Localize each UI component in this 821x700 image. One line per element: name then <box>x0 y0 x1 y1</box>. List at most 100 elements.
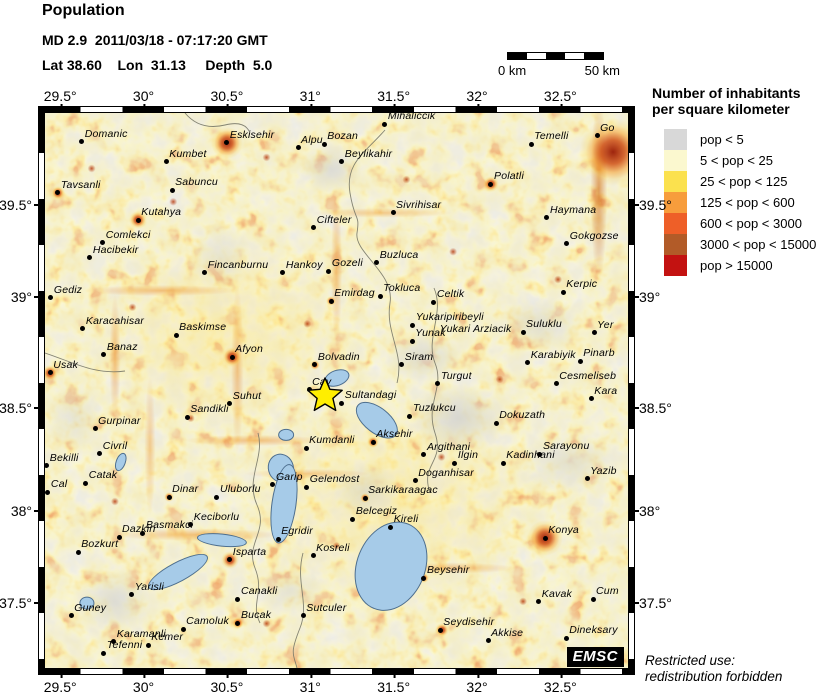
city-label: Gozeli <box>331 257 363 270</box>
city-dot-icon <box>202 270 208 276</box>
latitude-axis-left: 39.5° 39° 38.5° 38° 37.5° <box>0 113 40 668</box>
city-dot-icon <box>390 210 396 216</box>
city-dot-icon <box>388 524 394 530</box>
city-dot-icon <box>68 613 74 619</box>
city-dot-icon <box>520 329 526 335</box>
city-dot-icon <box>227 401 233 407</box>
city-dot-icon <box>116 534 122 540</box>
legend-item: pop < 5 <box>664 129 821 151</box>
city-label: Gurpinar <box>98 414 141 427</box>
city-label: Karamanli <box>116 627 166 640</box>
city-dot-icon <box>235 620 241 626</box>
scale-zero-label: 0 km <box>498 63 527 78</box>
city-label: Cifteler <box>316 213 352 226</box>
city-dot-icon <box>270 482 276 488</box>
axis-tick-label: 30.5° <box>210 88 243 108</box>
axis-tick-label: 39.5° <box>0 197 39 213</box>
city-label: Gokgozse <box>569 229 619 242</box>
city-dot-icon <box>362 495 368 501</box>
city-label: Kumbet <box>169 147 207 160</box>
city-dot-icon <box>295 145 301 151</box>
city-label: Canakli <box>240 585 278 598</box>
city-label: Sivrihisar <box>396 198 442 211</box>
city-label: Suhut <box>232 389 262 402</box>
city-dot-icon <box>214 494 220 500</box>
city-label: Bekilli <box>49 451 79 464</box>
population-hotspot <box>579 117 628 186</box>
city-label: Uluborlu <box>219 483 261 496</box>
legend-item-label: 600 < pop < 3000 <box>700 216 802 232</box>
legend-item: 25 < pop < 125 <box>664 171 821 193</box>
city-dot-icon <box>101 352 107 358</box>
city-dot-icon <box>45 463 50 469</box>
city-dot-icon <box>45 489 51 495</box>
legend-color-swatch <box>664 150 687 172</box>
admin-boundary-lines <box>45 113 439 668</box>
city-label: Gelendost <box>309 473 360 486</box>
city-dot-icon <box>227 557 233 563</box>
event-coordinates: Lat 38.60 Lon 31.13 Depth 5.0 <box>42 57 273 73</box>
city-dot-icon <box>370 439 376 445</box>
legend-item: 125 < pop < 600 <box>664 192 821 214</box>
city-dot-icon <box>528 141 534 147</box>
city-dot-icon <box>184 414 190 420</box>
axis-tick-label: 38° <box>634 503 660 519</box>
city-label: Sultandagi <box>344 389 397 402</box>
city-dot-icon <box>421 452 427 458</box>
city-label: Kemer <box>151 631 184 644</box>
city-label: Sutculer <box>306 601 347 614</box>
city-label: Kosreli <box>316 541 350 554</box>
city-label: Domanic <box>84 127 128 140</box>
emsc-logo: EMSC <box>566 647 624 667</box>
legend-item-label: 25 < pop < 125 <box>700 174 788 190</box>
city-label: Camoluk <box>186 615 229 628</box>
city-label: Pinarb <box>583 347 615 360</box>
restricted-line1: Restricted use: <box>645 653 736 668</box>
city-label: Cum <box>596 585 619 598</box>
legend-color-swatch <box>664 192 687 214</box>
city-dot-icon <box>410 322 416 328</box>
city-dot-icon <box>493 420 499 426</box>
page-title: Population <box>42 2 125 19</box>
city-label: Yer <box>597 318 614 331</box>
city-dot-icon <box>303 445 309 451</box>
city-label: Dazkiri <box>122 523 156 536</box>
city-label: Tokluca <box>383 282 421 295</box>
map-frame-left <box>38 106 45 675</box>
map-frame-top <box>38 106 635 113</box>
legend-item-label: 3000 < pop < 15000 <box>700 237 817 253</box>
city-label: Kavak <box>541 587 572 600</box>
city-label: Afyon <box>235 343 263 356</box>
epicenter-star-icon <box>306 377 343 412</box>
city-label: Mihaliccik <box>387 113 436 123</box>
city-label: Kumdanli <box>309 434 355 447</box>
city-dot-icon <box>145 642 151 648</box>
lake <box>79 596 95 610</box>
city-dot-icon <box>584 476 590 482</box>
legend-item-label: pop > 15000 <box>700 258 773 274</box>
axis-tick-label: 30° <box>133 674 154 695</box>
city-label: Yazib <box>590 464 617 477</box>
city-label: Kireli <box>393 513 419 526</box>
city-dot-icon <box>100 240 106 246</box>
city-dot-icon <box>235 596 241 602</box>
city-label: Seydisehir <box>443 616 495 629</box>
legend-color-swatch <box>664 255 687 277</box>
city-label: Beysehir <box>426 564 470 577</box>
city-label: Eskisehir <box>229 128 275 141</box>
city-label: Emirdag <box>334 287 375 300</box>
city-dot-icon <box>437 627 443 633</box>
city-label: Karacahisar <box>85 314 145 327</box>
city-label: Turgut <box>440 369 472 382</box>
map-frame-bottom <box>38 668 635 675</box>
city-dot-icon <box>229 354 235 360</box>
city-label: Dokuzath <box>499 409 546 422</box>
city-dot-icon <box>382 121 388 127</box>
city-label: Garip <box>275 470 303 483</box>
city-dot-icon <box>163 159 169 165</box>
city-dot-icon <box>224 140 230 146</box>
map-frame-right <box>628 106 635 675</box>
city-label: Guney <box>74 601 107 614</box>
city-dot-icon <box>500 460 506 466</box>
axis-tick-label: 31.5° <box>377 88 410 108</box>
